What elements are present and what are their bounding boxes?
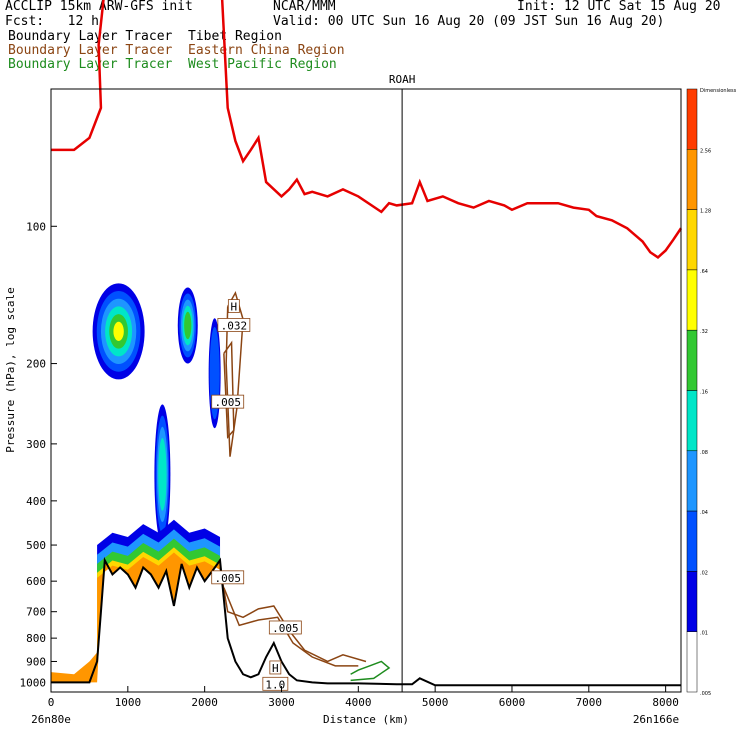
y-tick-label-700: 700 xyxy=(26,606,46,619)
contour-label-5: H xyxy=(272,662,279,675)
legend-tibet: Boundary Layer Tracer Tibet Region xyxy=(8,29,282,44)
colorbar-label-4: .32 xyxy=(700,329,708,335)
tracer-blob-2-level-5 xyxy=(158,438,167,511)
y-tick-label-200: 200 xyxy=(26,358,46,371)
colorbar-label-6: .08 xyxy=(700,450,708,456)
x-start-label: 26n80e xyxy=(31,713,71,726)
contour-label-box-1 xyxy=(217,318,251,332)
y-tick-label-100: 100 xyxy=(26,220,46,233)
eastern-china-contour-3 xyxy=(223,340,235,440)
colorbar-label-3: .64 xyxy=(700,269,708,275)
contour-label-3: .005 xyxy=(214,572,241,585)
colorbar-label-8: .02 xyxy=(700,570,708,576)
x-tick-label-7000: 7000 xyxy=(576,696,603,709)
tracer-blob-0-level-3 xyxy=(113,321,124,341)
y-tick-label-800: 800 xyxy=(26,632,46,645)
plot-frame xyxy=(50,88,682,693)
tracer-band-level-1 xyxy=(97,552,221,662)
y-tick-label-600: 600 xyxy=(26,575,46,588)
y-tick-label-1000: 1000 xyxy=(20,676,47,689)
x-tick-label-3000: 3000 xyxy=(268,696,295,709)
legend-eastern-china: Boundary Layer Tracer Eastern China Regi… xyxy=(8,43,345,58)
colorbar-label-9: .01 xyxy=(700,631,708,637)
contour-label-box-5 xyxy=(269,660,282,675)
plot-content: H .032 .005 .005 .005 H 1.0 xyxy=(51,0,683,691)
eastern-china-contour-2 xyxy=(225,291,244,457)
tropopause-line xyxy=(51,0,683,259)
contour-label-4: .005 xyxy=(272,622,299,635)
x-tick-label-4000: 4000 xyxy=(345,696,372,709)
y-tick-label-400: 400 xyxy=(26,495,46,508)
colorbar-swatch-3 xyxy=(686,269,698,331)
y-axis: 100 200 300 400 500 600 700 800 900 1000 xyxy=(20,220,57,689)
init-time: Init: 12 UTC Sat 15 Aug 20 xyxy=(517,0,721,14)
org-label: NCAR/MMM xyxy=(273,0,336,14)
colorbar: Dimensionless 2.56 1.28 .64 .32 .16 .08 .04 .02.… xyxy=(686,88,737,697)
y-tick-label-300: 300 xyxy=(26,438,46,451)
contour-label-1: .032 xyxy=(221,319,248,332)
valid-time: Valid: 00 UTC Sun 16 Aug 20 (09 JST Sun … xyxy=(273,14,665,29)
colorbar-swatch-8 xyxy=(686,571,698,632)
colorbar-swatch-6 xyxy=(686,450,698,512)
colorbar-label-0: Dimensionless xyxy=(700,88,737,94)
tracer-surface-layer xyxy=(51,611,101,683)
x-tick-label-0: 0 xyxy=(48,696,55,709)
colorbar-swatch-0 xyxy=(686,88,698,150)
x-tick-label-5000: 5000 xyxy=(422,696,449,709)
contour-label-6: 1.0 xyxy=(265,678,285,691)
contour-label-box-3 xyxy=(211,570,245,585)
colorbar-swatch-5 xyxy=(686,390,698,452)
terrain-line xyxy=(51,556,681,687)
y-tick-label-900: 900 xyxy=(26,655,46,668)
y-axis-label: Pressure (hPa), log scale xyxy=(4,287,17,453)
model-title: ACCLIP 15km ARW-GFS init xyxy=(5,0,193,14)
y-tick-label-500: 500 xyxy=(26,539,46,552)
colorbar-label-1: 2.56 xyxy=(700,148,711,154)
contour-label-box-4 xyxy=(268,620,302,635)
west-pacific-contour xyxy=(350,660,391,682)
x-tick-label-8000: 8000 xyxy=(652,696,679,709)
roah-marker-label: ROAH xyxy=(389,73,416,86)
x-tick-label-2000: 2000 xyxy=(191,696,218,709)
colorbar-swatch-9 xyxy=(686,631,698,693)
colorbar-label-5: .16 xyxy=(700,390,708,396)
forecast-hour: Fcst: 12 h xyxy=(5,14,99,29)
x-tick-label-6000: 6000 xyxy=(499,696,526,709)
x-axis: 0 1000 2000 3000 4000 5000 6000 7000 8000 xyxy=(48,686,679,709)
contour-label-box-2 xyxy=(211,394,245,409)
tracer-band-level-4 xyxy=(97,538,221,662)
x-end-label: 26n166e xyxy=(633,713,679,726)
contour-label-2: .005 xyxy=(214,396,241,409)
colorbar-label-2: 1.28 xyxy=(700,209,711,215)
colorbar-label-7: .04 xyxy=(700,510,708,516)
colorbar-label-10: .005 xyxy=(700,691,711,697)
x-axis-label: Distance (km) xyxy=(323,713,409,726)
legend-west-pacific: Boundary Layer Tracer West Pacific Regio… xyxy=(8,57,337,72)
colorbar-swatch-7 xyxy=(686,510,698,572)
x-tick-label-1000: 1000 xyxy=(115,696,142,709)
contour-label-box-0 xyxy=(227,299,240,313)
colorbar-swatch-4 xyxy=(686,329,698,391)
colorbar-swatch-1 xyxy=(686,149,698,210)
tracer-blob-1-level-4 xyxy=(184,311,192,340)
contour-label-0: H xyxy=(231,301,238,314)
colorbar-swatch-2 xyxy=(686,209,698,271)
